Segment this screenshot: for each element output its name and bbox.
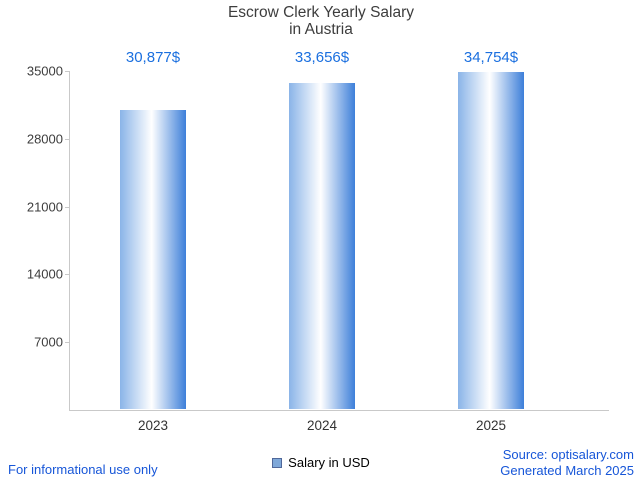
legend-swatch-icon	[272, 457, 283, 468]
bar-2024	[289, 83, 355, 409]
legend-label: Salary in USD	[288, 455, 370, 470]
y-tick-mark	[65, 139, 69, 140]
y-tick-mark	[65, 207, 69, 208]
x-axis-label: 2025	[475, 418, 507, 433]
bar-value-label: 34,754$	[463, 49, 519, 66]
bar-value-label: 33,656$	[294, 49, 350, 66]
bar-2023	[120, 110, 186, 409]
plot-area: 7000 14000 21000 28000 35000 30,877$ 2023 33,65…	[27, 49, 609, 433]
y-tick-label: 28000	[26, 131, 63, 147]
y-tick-label: 7000	[34, 334, 63, 350]
x-axis	[69, 410, 609, 411]
disclaimer-text: For informational use only	[8, 462, 158, 477]
y-tick-label: 14000	[26, 266, 63, 282]
y-tick-mark	[65, 342, 69, 343]
chart-title: Escrow Clerk Yearly Salary in Austria	[0, 4, 642, 38]
y-axis	[69, 71, 70, 410]
x-axis-label: 2024	[306, 418, 338, 433]
y-tick-label: 35000	[26, 63, 63, 79]
y-tick-mark	[65, 274, 69, 275]
chart-title-line1: Escrow Clerk Yearly Salary	[227, 4, 415, 21]
source-info: Source: optisalary.com Generated March 2…	[500, 447, 634, 479]
generated-date: Generated March 2025	[500, 463, 634, 478]
bar-2025	[458, 72, 524, 409]
chart-title-line2: in Austria	[289, 21, 353, 38]
y-tick-mark	[65, 71, 69, 72]
x-axis-label: 2023	[137, 418, 169, 433]
y-tick-label: 21000	[26, 199, 63, 215]
bar-value-label: 30,877$	[125, 49, 181, 66]
source-link[interactable]: Source: optisalary.com	[502, 447, 634, 462]
legend: Salary in USD	[0, 455, 642, 470]
